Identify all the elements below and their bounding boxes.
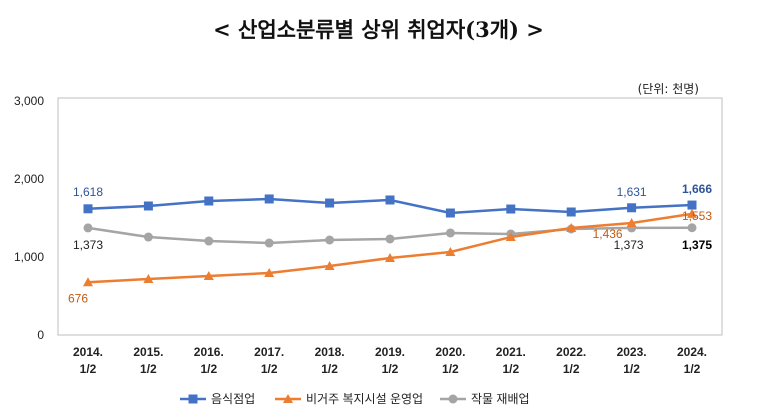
data-point	[264, 267, 275, 277]
data-point	[204, 196, 214, 206]
x-tick-label: 1/2	[80, 362, 97, 376]
data-point	[627, 203, 637, 213]
legend-label: 작물 재배업	[471, 392, 530, 406]
data-label: 1,618	[73, 185, 103, 199]
legend-label: 음식점업	[211, 392, 255, 406]
x-tick-label: 1/2	[261, 362, 278, 376]
data-point	[385, 195, 395, 205]
data-point	[687, 223, 697, 233]
data-point	[687, 208, 697, 218]
data-point	[264, 194, 274, 204]
data-label: 1,373	[73, 238, 103, 252]
y-tick-label: 2,000	[14, 172, 44, 186]
x-tick-label: 2023.	[617, 345, 647, 359]
x-tick-label: 2017.	[254, 345, 284, 359]
x-tick-label: 2024.	[677, 345, 707, 359]
data-label: 1,373	[614, 238, 644, 252]
legend-marker	[188, 394, 198, 404]
x-tick-label: 2015.	[133, 345, 163, 359]
y-tick-label: 1,000	[14, 250, 44, 264]
x-tick-label: 2020.	[435, 345, 465, 359]
x-tick-label: 1/2	[442, 362, 459, 376]
x-tick-label: 1/2	[321, 362, 338, 376]
x-tick-label: 1/2	[563, 362, 580, 376]
data-point	[566, 207, 576, 217]
data-point	[325, 198, 335, 208]
data-point	[445, 247, 456, 257]
data-point	[505, 232, 516, 242]
x-tick-label: 2016.	[194, 345, 224, 359]
data-label: 1,375	[682, 238, 712, 252]
chart-title: < 산업소분류별 상위 취업자(3개) >	[213, 17, 544, 42]
data-label: 1,666	[682, 182, 712, 196]
data-point	[143, 201, 153, 211]
data-point	[445, 228, 455, 238]
legend-marker	[283, 394, 293, 403]
legend-marker	[448, 394, 458, 404]
plot-border	[57, 97, 723, 336]
series-line	[87, 212, 693, 284]
data-point	[687, 200, 697, 210]
data-label: 1,631	[617, 185, 647, 199]
y-tick-label: 0	[37, 328, 44, 342]
data-point	[325, 235, 335, 245]
y-tick-label: 3,000	[14, 94, 44, 108]
data-point	[204, 236, 214, 246]
data-point	[143, 232, 153, 242]
data-point	[445, 208, 455, 218]
x-tick-label: 1/2	[502, 362, 519, 376]
data-point	[324, 260, 335, 270]
data-label: 676	[68, 291, 88, 305]
data-point	[264, 238, 274, 248]
data-point	[626, 217, 637, 227]
x-tick-label: 1/2	[140, 362, 157, 376]
data-point	[385, 234, 395, 244]
data-point	[566, 222, 577, 232]
x-tick-label: 2021.	[496, 345, 526, 359]
data-point	[385, 253, 395, 263]
x-tick-label: 1/2	[382, 362, 399, 376]
data-point	[83, 204, 93, 214]
x-tick-label: 2019.	[375, 345, 405, 359]
x-tick-label: 1/2	[684, 362, 701, 376]
data-label: 1,553	[682, 209, 712, 223]
legend-label: 비거주 복지시설 운영업	[306, 392, 423, 406]
data-point	[203, 271, 214, 281]
unit-label: (단위: 천명)	[637, 82, 699, 96]
data-label: 1,436	[593, 227, 623, 241]
data-point	[83, 277, 93, 287]
x-tick-label: 2018.	[315, 345, 345, 359]
x-tick-label: 1/2	[623, 362, 640, 376]
x-tick-label: 2014.	[73, 345, 103, 359]
data-point	[506, 204, 516, 214]
x-tick-label: 2022.	[556, 345, 586, 359]
data-point	[83, 223, 93, 233]
data-point	[143, 273, 154, 283]
x-tick-label: 1/2	[200, 362, 217, 376]
